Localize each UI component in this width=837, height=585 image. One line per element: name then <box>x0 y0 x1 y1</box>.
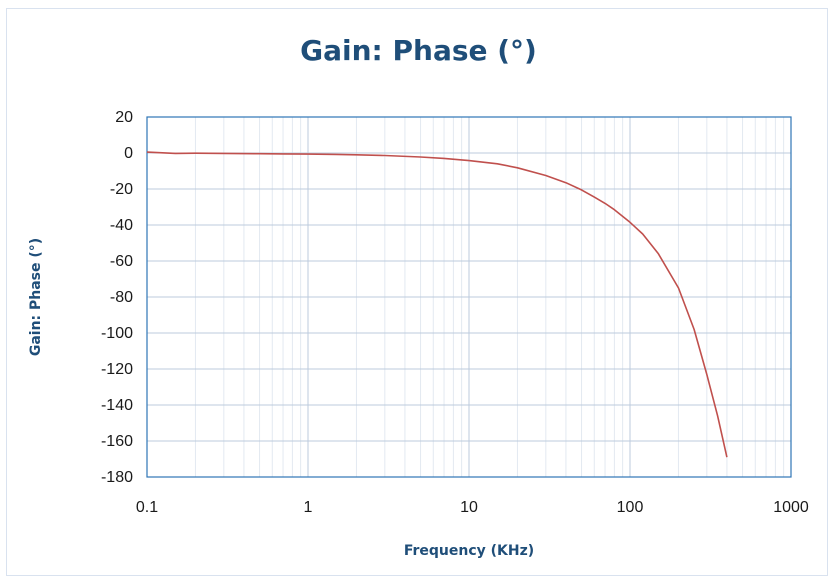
x-tick-label: 1 <box>304 499 313 516</box>
y-tick-label: -40 <box>110 217 133 234</box>
y-tick-label: -120 <box>101 361 133 378</box>
y-tick-label: -180 <box>101 469 133 486</box>
y-tick-label: 20 <box>115 109 133 126</box>
x-tick-label: 100 <box>617 499 644 516</box>
chart-title: Gain: Phase (°) <box>300 34 537 67</box>
y-tick-label: -60 <box>110 253 133 270</box>
x-tick-labels: 0.1 1 10 100 1000 <box>136 499 809 516</box>
y-tick-label: -160 <box>101 433 133 450</box>
y-axis-title: Gain: Phase (°) <box>28 238 44 356</box>
y-tick-label: -100 <box>101 325 133 342</box>
y-tick-label: -20 <box>110 181 133 198</box>
series-layer <box>146 151 728 458</box>
x-axis-title: Frequency (KHz) <box>404 543 534 559</box>
plot-area <box>146 116 792 478</box>
x-tick-label: 0.1 <box>136 499 158 516</box>
y-tick-labels: 20 0 -20 -40 -60 -80 -100 -120 -140 -160 -180 <box>101 109 133 486</box>
y-tick-label: 0 <box>124 145 133 162</box>
y-tick-label: -80 <box>110 289 133 306</box>
x-tick-label: 10 <box>460 499 478 516</box>
phase-series-line <box>146 151 728 458</box>
chart-frame <box>6 8 828 576</box>
x-tick-label: 1000 <box>773 499 809 516</box>
y-tick-label: -140 <box>101 397 133 414</box>
